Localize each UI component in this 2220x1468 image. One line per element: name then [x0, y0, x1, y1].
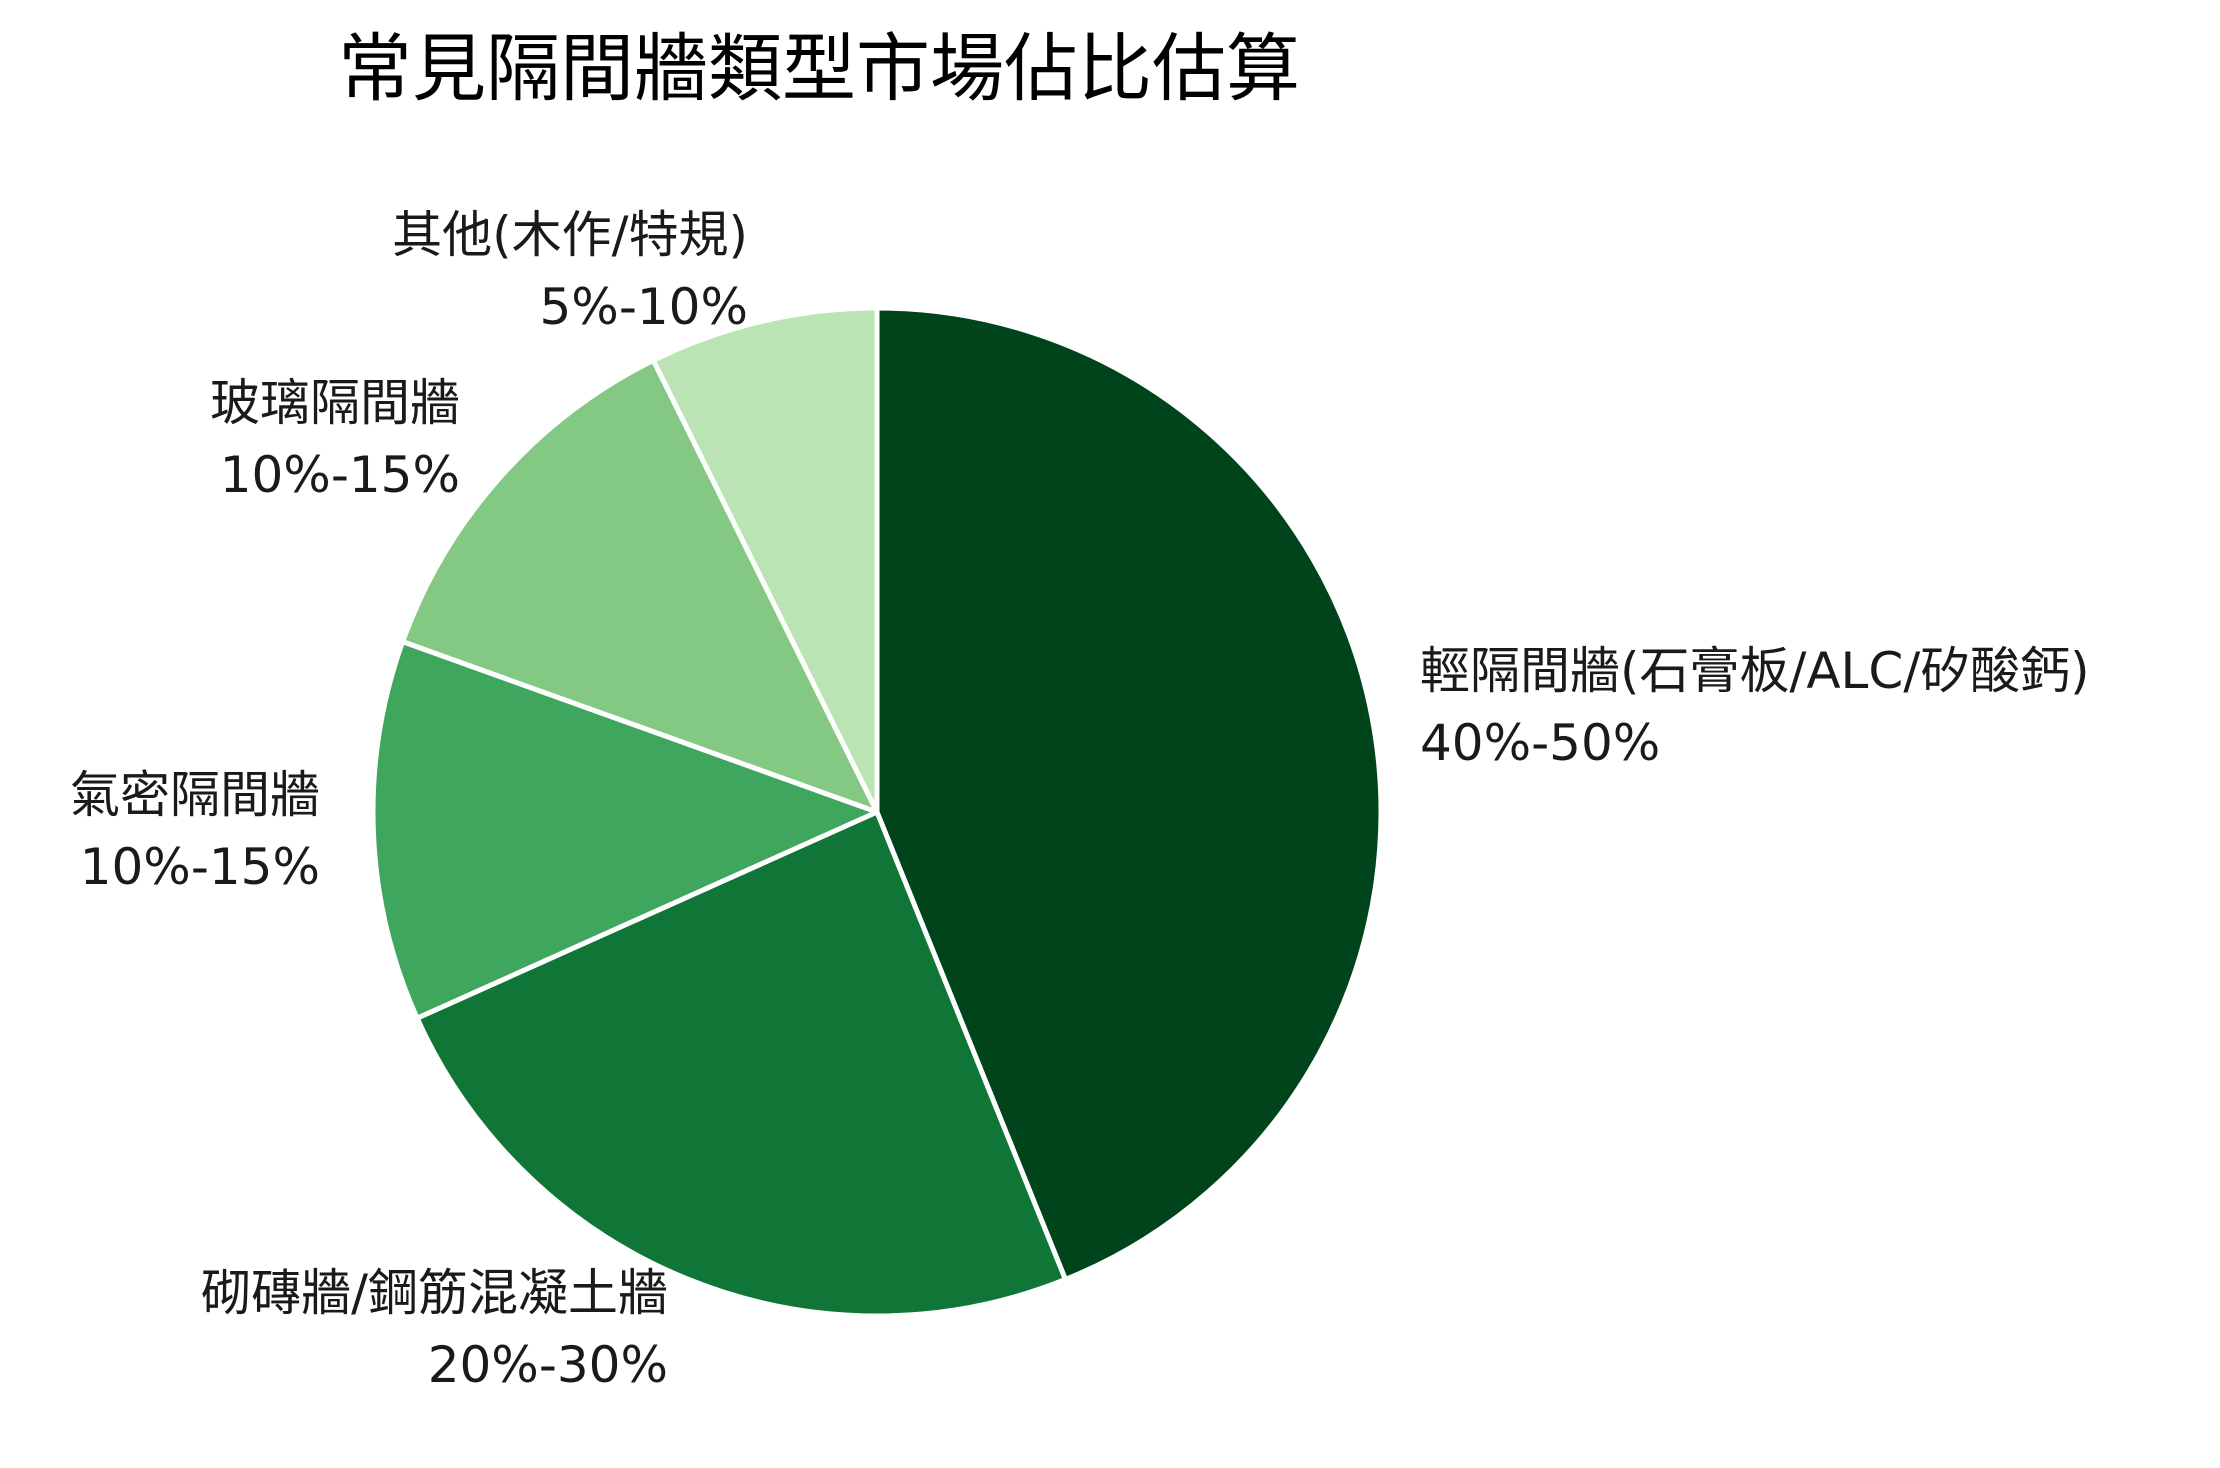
slice-label-range-1: 20%-30%	[428, 1336, 668, 1394]
slice-label-range-2: 10%-15%	[80, 838, 320, 896]
slice-label-name-0: 輕隔間牆(石膏板/ALC/矽酸鈣)	[1420, 642, 2090, 700]
slice-label-name-3: 玻璃隔間牆	[210, 374, 460, 432]
pie-slice-1	[414, 809, 1068, 1319]
slice-label-range-3: 10%-15%	[220, 446, 460, 504]
pie-slice-4	[650, 305, 880, 815]
pie-slices	[370, 305, 1384, 1319]
slice-label-name-2: 氣密隔間牆	[70, 766, 320, 824]
slice-label-name-1: 砌磚牆/鋼筋混凝土牆	[201, 1264, 668, 1322]
pie-slice-2	[370, 639, 880, 1021]
pie-slice-0	[874, 305, 1384, 1282]
pie-slice-3	[400, 357, 880, 815]
pie-labels: 輕隔間牆(石膏板/ALC/矽酸鈣) 40%-50% 砌磚牆/鋼筋混凝土牆 20%…	[70, 206, 2090, 1394]
slice-label-name-4: 其他(木作/特規)	[392, 206, 748, 264]
slice-label-range-4: 5%-10%	[540, 278, 749, 336]
slice-label-range-0: 40%-50%	[1420, 714, 1660, 772]
chart-title: 常見隔間牆類型市場佔比估算	[338, 26, 1300, 112]
